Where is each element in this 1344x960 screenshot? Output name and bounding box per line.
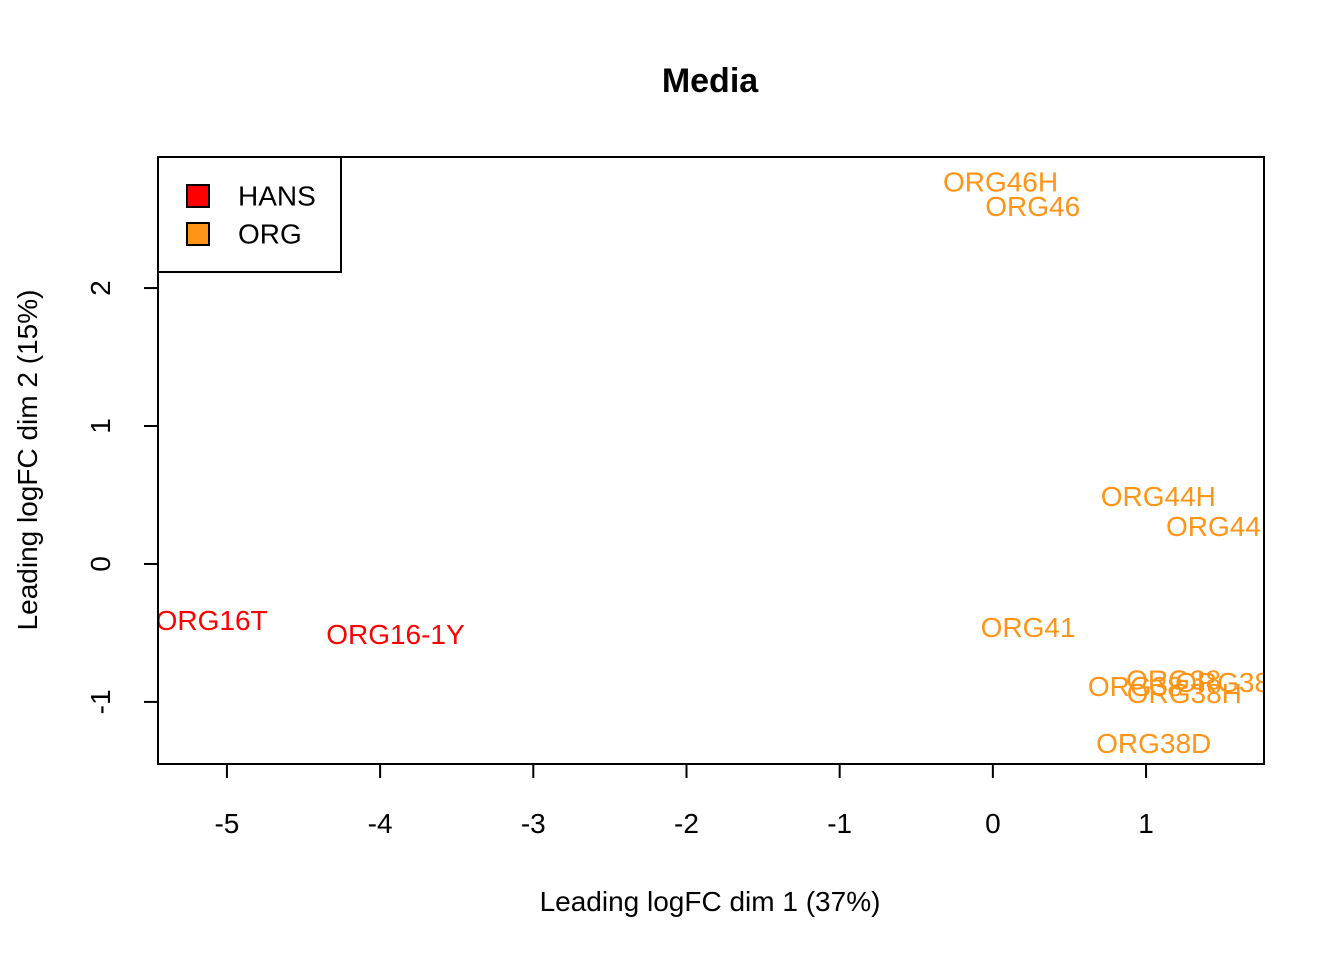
plot-frame xyxy=(157,156,1265,765)
legend-swatch xyxy=(186,184,210,208)
legend-swatch xyxy=(186,222,210,246)
point-label: ORG16T xyxy=(156,605,268,636)
x-tick-label: -4 xyxy=(368,808,393,839)
x-tick-label: -5 xyxy=(214,808,239,839)
x-tick-label: -3 xyxy=(521,808,546,839)
point-label: ORG44H xyxy=(1101,481,1216,512)
y-tick-label: 0 xyxy=(85,556,116,572)
x-axis-label: Leading logFC dim 1 (37%) xyxy=(540,886,881,917)
point-label: ORG44 xyxy=(1166,511,1261,542)
x-axis: -5 -4 -3 -2 -1 0 1 xyxy=(214,763,1154,839)
legend-label: ORG xyxy=(238,219,302,250)
legend: HANS ORG xyxy=(157,156,342,273)
point-label: ORG16-1Y xyxy=(326,619,465,650)
chart-title: Media xyxy=(662,62,759,100)
legend-label: HANS xyxy=(238,181,316,212)
y-axis: -1 0 1 2 xyxy=(85,280,159,714)
point-label: ORG46 xyxy=(985,191,1080,222)
point-label: ORG46H xyxy=(943,166,1058,197)
point-label: ORG38 xyxy=(1088,671,1183,702)
y-tick-label: -1 xyxy=(85,689,116,714)
x-tick-label: -2 xyxy=(674,808,699,839)
point-label: ORG41 xyxy=(981,612,1076,643)
y-tick-label: 2 xyxy=(85,280,116,296)
x-tick-label: 0 xyxy=(985,808,1001,839)
point-label: ORG38 xyxy=(1175,667,1270,698)
point-label: ORG38D xyxy=(1096,728,1211,759)
point-label: ORG38 xyxy=(1126,664,1221,695)
point-label: ORG38H xyxy=(1127,678,1242,709)
y-axis-label: Leading logFC dim 2 (15%) xyxy=(12,290,43,631)
x-tick-label: 1 xyxy=(1138,808,1154,839)
legend-box xyxy=(157,156,342,273)
x-tick-label: -1 xyxy=(827,808,852,839)
y-tick-label: 1 xyxy=(85,418,116,434)
